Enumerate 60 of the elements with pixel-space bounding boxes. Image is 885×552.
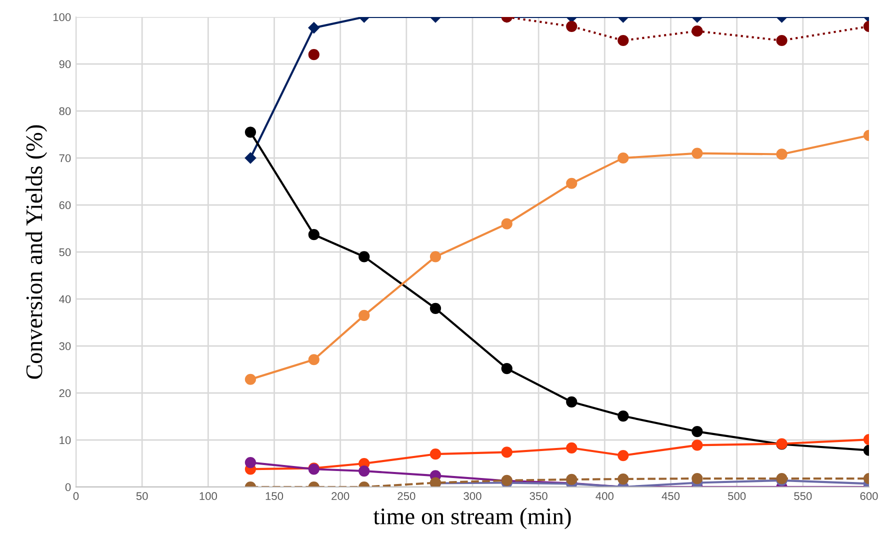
y-tick-label: 80 — [59, 107, 71, 116]
x-tick-label: 200 — [332, 492, 350, 500]
x-tick-label: 50 — [136, 492, 148, 500]
point — [358, 310, 370, 322]
point — [618, 152, 629, 164]
y-tick-label: 20 — [59, 389, 71, 398]
point — [692, 26, 703, 37]
point — [308, 22, 320, 34]
point — [430, 302, 442, 314]
y-tick-label: 60 — [59, 201, 71, 210]
point — [358, 465, 370, 477]
point — [692, 426, 703, 438]
x-tick-label: 100 — [200, 492, 217, 500]
point — [244, 374, 256, 385]
point — [566, 474, 578, 486]
x-tick-label: 250 — [398, 492, 416, 500]
y-tick-label: 70 — [59, 154, 71, 162]
x-axis-title: time on stream (min) — [373, 508, 571, 530]
point — [244, 457, 256, 468]
point — [566, 20, 578, 32]
y-tick-label: 100 — [53, 13, 71, 22]
x-tick-label: 450 — [662, 492, 680, 500]
point — [308, 229, 320, 240]
point — [566, 442, 578, 454]
point — [618, 410, 629, 422]
x-tick-label: 150 — [266, 492, 284, 500]
y-tick-label: 30 — [59, 342, 71, 350]
point — [776, 34, 788, 46]
point — [308, 49, 320, 60]
x-tick-label: 600 — [860, 492, 878, 500]
x-tick-label: 350 — [530, 492, 548, 500]
point — [244, 126, 256, 138]
point — [501, 218, 512, 230]
y-tick-label: 40 — [59, 295, 71, 304]
point — [244, 152, 256, 164]
point — [358, 251, 370, 262]
point — [566, 396, 578, 408]
point — [776, 148, 788, 160]
x-tick-label: 0 — [73, 492, 79, 500]
point — [618, 473, 629, 485]
y-tick-label: 10 — [60, 436, 71, 444]
point — [566, 178, 578, 189]
point — [430, 251, 442, 262]
x-tick-label: 300 — [464, 492, 482, 500]
y-tick-label: 0 — [65, 483, 71, 492]
x-tick-label: 550 — [794, 492, 812, 500]
point — [501, 363, 512, 374]
point — [692, 472, 703, 484]
point — [430, 448, 442, 460]
y-axis-title: Conversion and Yields (%) — [26, 125, 48, 379]
x-tick-label: 400 — [596, 492, 614, 500]
y-tick-label: 50 — [59, 248, 71, 256]
point — [618, 34, 629, 46]
point — [692, 440, 703, 451]
point — [618, 450, 629, 462]
point — [308, 354, 320, 366]
x-tick-label: 500 — [728, 492, 746, 500]
point — [501, 446, 512, 458]
y-tick-label: 90 — [59, 60, 71, 68]
point — [692, 148, 703, 159]
